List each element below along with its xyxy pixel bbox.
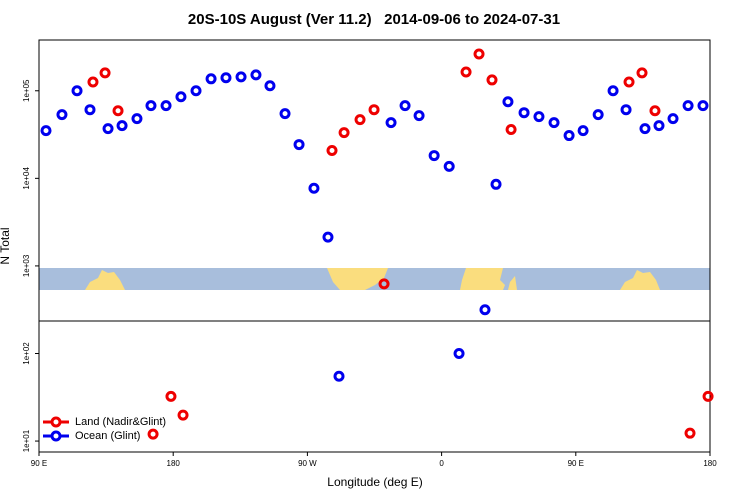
point: [165, 390, 177, 402]
point: [653, 120, 665, 132]
point: [620, 104, 632, 116]
y-axis-label: N Total: [0, 227, 12, 264]
point: [279, 108, 291, 120]
point: [667, 113, 679, 125]
point: [326, 144, 338, 156]
point: [623, 76, 635, 88]
point: [338, 127, 350, 139]
x-tick-label: 180: [703, 459, 717, 468]
x-tick-label: 90 E: [31, 459, 47, 468]
chart-title: 20S-10S August (Ver 11.2) 2014-09-06 to …: [188, 11, 560, 28]
y-tick-label: 1e+04: [22, 167, 31, 190]
point: [378, 278, 390, 290]
map-strip: [39, 268, 710, 290]
point: [175, 91, 187, 103]
point: [264, 80, 276, 92]
plot-frame: [38, 39, 711, 453]
point: [322, 231, 334, 243]
point: [354, 114, 366, 126]
point: [147, 428, 159, 440]
point: [697, 100, 709, 112]
point: [490, 178, 502, 190]
point: [131, 113, 143, 125]
point: [486, 74, 498, 86]
x-axis-label: Longitude (deg E): [327, 475, 422, 489]
point: [413, 110, 425, 122]
point: [636, 67, 648, 79]
point: [684, 427, 696, 439]
point: [102, 123, 114, 135]
legend-marker: [50, 430, 62, 442]
point: [368, 104, 380, 116]
point: [443, 160, 455, 172]
point: [682, 100, 694, 112]
legend-label: Ocean (Glint): [75, 430, 140, 442]
point: [205, 73, 217, 85]
point: [592, 109, 604, 121]
point: [56, 109, 68, 121]
y-tick-label: 1e+02: [22, 342, 31, 365]
point: [502, 96, 514, 108]
point: [145, 100, 157, 112]
legend-label: Land (Nadir&Glint): [75, 416, 166, 428]
point: [160, 100, 172, 112]
point: [607, 85, 619, 97]
point: [116, 120, 128, 132]
point: [99, 67, 111, 79]
point: [112, 105, 124, 117]
x-tick-label: 0: [439, 459, 444, 468]
point: [333, 370, 345, 382]
point: [40, 125, 52, 137]
point: [71, 85, 83, 97]
point: [479, 304, 491, 316]
point: [220, 72, 232, 84]
point: [293, 139, 305, 151]
point: [177, 409, 189, 421]
point: [87, 76, 99, 88]
y-tick-label: 1e+01: [22, 429, 31, 452]
legend-marker: [50, 416, 62, 428]
x-tick-label: 90 E: [568, 459, 584, 468]
point: [385, 117, 397, 129]
point: [563, 130, 575, 142]
point: [460, 66, 472, 78]
point: [702, 390, 714, 402]
point: [428, 150, 440, 162]
point: [473, 48, 485, 60]
point: [548, 117, 560, 129]
y-tick-label: 1e+05: [22, 79, 31, 102]
x-tick-label: 90 W: [298, 459, 317, 468]
point: [533, 111, 545, 123]
point: [649, 105, 661, 117]
point: [84, 104, 96, 116]
point: [399, 100, 411, 112]
point: [639, 123, 651, 135]
point: [518, 107, 530, 119]
point: [505, 124, 517, 136]
point: [577, 125, 589, 137]
y-tick-label: 1e+03: [22, 254, 31, 277]
point: [235, 71, 247, 83]
point: [250, 69, 262, 81]
point: [308, 182, 320, 194]
point: [453, 347, 465, 359]
x-tick-label: 180: [167, 459, 181, 468]
point: [190, 85, 202, 97]
